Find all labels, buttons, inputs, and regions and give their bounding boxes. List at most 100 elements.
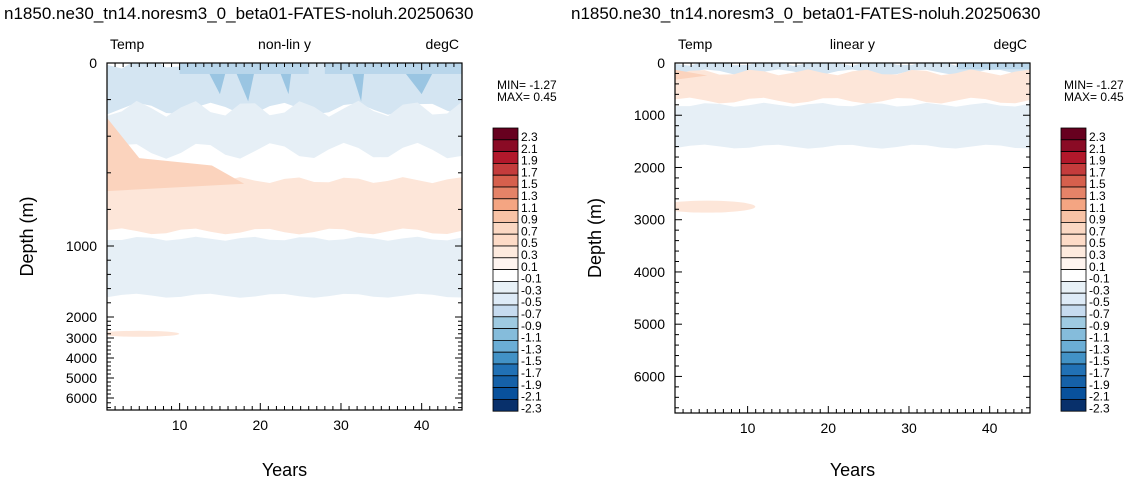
y-tick-label: 3000 <box>66 330 97 346</box>
colorbar-box <box>1060 139 1087 153</box>
y-tick-label: 5000 <box>66 370 97 386</box>
colorbar-label: -1.3 <box>521 342 542 356</box>
x-tick-label: 40 <box>982 420 998 436</box>
max-value-text: MAX= 0.45 <box>497 90 557 104</box>
colorbar-box <box>492 151 519 164</box>
colorbar-box <box>1060 210 1087 223</box>
colorbar-box <box>1060 363 1087 377</box>
colorbar-label: 2.1 <box>1089 142 1106 156</box>
deep-warm-lens <box>675 200 756 213</box>
surface-cool-patch <box>324 63 462 74</box>
colorbar: 2.32.11.91.71.51.31.10.90.70.50.30.1-0.1… <box>1060 127 1110 415</box>
colorbar-label: -1.7 <box>521 366 542 380</box>
y-tick-label: 4000 <box>634 264 665 280</box>
colorbar-label: 1.7 <box>1089 165 1106 179</box>
colorbar-box <box>492 162 519 176</box>
colorbar-label: 1.5 <box>521 177 538 191</box>
colorbar-box <box>492 398 519 412</box>
colorbar-label: -1.5 <box>521 354 542 368</box>
colorbar-box <box>492 304 519 318</box>
colorbar-label: 0.1 <box>1089 260 1106 274</box>
colorbar-box <box>1060 269 1087 282</box>
colorbar-box <box>1060 387 1087 400</box>
colorbar-box <box>1060 292 1087 306</box>
colorbar-label: 0.9 <box>1089 213 1106 227</box>
y-tick-label: 6000 <box>66 390 97 406</box>
colorbar-box <box>1060 174 1087 188</box>
deep-cool-band <box>107 236 462 298</box>
y-tick-label: 1000 <box>634 107 665 123</box>
colorbar-box <box>492 174 519 188</box>
contour-fills <box>675 63 1030 213</box>
colorbar-box <box>492 351 519 365</box>
colorbar-box <box>492 316 519 329</box>
colorbar-box <box>492 139 519 153</box>
colorbar-label: 1.9 <box>521 154 538 168</box>
y-tick-label: 6000 <box>634 368 665 384</box>
y-tick-label: 3000 <box>634 212 665 228</box>
colorbar-box <box>1060 127 1087 141</box>
colorbar-box <box>492 328 519 341</box>
colorbar-label: 0.3 <box>1089 248 1106 262</box>
axis-type-label: non-lin y <box>258 36 311 52</box>
x-axis-title: Years <box>830 460 875 480</box>
colorbar-box <box>1060 233 1087 247</box>
colorbar-label: 1.7 <box>521 165 538 179</box>
y-tick-label: 2000 <box>634 159 665 175</box>
colorbar-label: -0.5 <box>1089 295 1110 309</box>
colorbar-box <box>1060 304 1087 318</box>
x-tick-label: 20 <box>253 417 269 433</box>
variable-label: Temp <box>110 36 144 52</box>
x-tick-label: 10 <box>740 420 756 436</box>
colorbar-box <box>492 292 519 306</box>
x-tick-label: 30 <box>901 420 917 436</box>
warm-band <box>675 69 1030 104</box>
colorbar-box <box>492 339 519 353</box>
x-tick-label: 10 <box>172 417 188 433</box>
colorbar-label: 0.7 <box>1089 224 1106 238</box>
colorbar-box <box>1060 328 1087 341</box>
colorbar-label: -0.9 <box>521 319 542 333</box>
y-tick-label: 0 <box>657 55 665 71</box>
colorbar-label: -2.1 <box>521 390 542 404</box>
colorbar-box <box>1060 398 1087 412</box>
colorbar-box <box>492 198 519 212</box>
colorbar-label: 2.3 <box>1089 130 1106 144</box>
units-label: degC <box>426 36 459 52</box>
deep-warm-lens <box>107 330 180 337</box>
colorbar-label: -0.7 <box>1089 307 1110 321</box>
y-axis-title: Depth (m) <box>17 196 37 276</box>
colorbar-label: -1.1 <box>521 331 542 345</box>
x-axis-title: Years <box>262 460 307 480</box>
colorbar-label: -0.5 <box>521 295 542 309</box>
colorbar-box <box>492 210 519 223</box>
contour-fills <box>107 63 462 337</box>
right-panel: 10 20 30 40 0 1000 2000 3000 4000 5000 6000 Years De… <box>585 36 1124 480</box>
y-tick-label: 1000 <box>66 238 97 254</box>
colorbar-box <box>1060 339 1087 353</box>
surface-cool-patch <box>179 63 309 74</box>
y-tick-label: 5000 <box>634 316 665 332</box>
x-tick-label: 30 <box>333 417 349 433</box>
colorbar-box <box>492 269 519 282</box>
colorbar: 2.32.11.91.71.51.31.10.90.70.50.30.1-0.1… <box>492 127 542 415</box>
colorbar-box <box>1060 375 1087 388</box>
colorbar-box <box>492 257 519 270</box>
colorbar-label: 0.9 <box>521 213 538 227</box>
colorbar-label: -0.3 <box>1089 283 1110 297</box>
colorbar-label: 0.5 <box>521 236 538 250</box>
axis-type-label: linear y <box>830 36 875 52</box>
units-label: degC <box>994 36 1027 52</box>
colorbar-box <box>1060 198 1087 212</box>
variable-label: Temp <box>678 36 712 52</box>
colorbar-box <box>492 233 519 247</box>
colorbar-label: -1.5 <box>1089 354 1110 368</box>
left-panel: 10 20 30 40 0 1000 2000 3000 4000 5000 6000 Years De… <box>17 36 557 480</box>
colorbar-label: 0.7 <box>521 224 538 238</box>
colorbar-box <box>1060 245 1087 259</box>
colorbar-label: -1.1 <box>1089 331 1110 345</box>
colorbar-box <box>492 375 519 388</box>
colorbar-label: 0.3 <box>521 248 538 262</box>
colorbar-box <box>1060 351 1087 365</box>
colorbar-box <box>492 363 519 377</box>
